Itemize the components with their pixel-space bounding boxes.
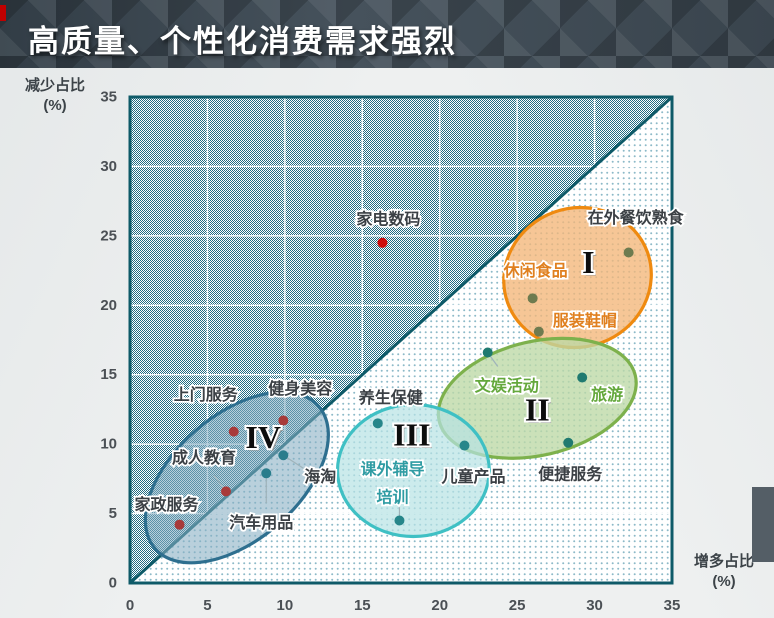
data-label: 旅游 (591, 385, 623, 404)
data-label: 健身美容 (268, 379, 332, 398)
red-accent-bar (0, 5, 6, 21)
region-numeral: IV (245, 419, 281, 455)
data-label: 家电数码 (356, 209, 420, 228)
plot-frame (128, 95, 674, 585)
data-points (174, 237, 634, 530)
y-tick-label: 0 (109, 575, 117, 592)
x-axis-title-unit: (%) (712, 573, 736, 590)
y-tick-label: 25 (100, 227, 117, 244)
x-tick-label: 5 (203, 597, 211, 614)
data-label: 在外餐饮熟食 (588, 208, 685, 227)
y-tick-label: 5 (109, 505, 117, 522)
region-numeral-shadow: IV (248, 422, 284, 458)
data-point (174, 519, 185, 530)
data-point (278, 450, 289, 461)
x-tick-label: 25 (509, 597, 526, 614)
region-numeral-shadow: II (527, 394, 552, 430)
y-tick-label: 30 (100, 158, 117, 175)
data-point (394, 515, 405, 526)
region-numeral: III (393, 416, 430, 452)
region-ellipses (143, 205, 653, 565)
data-point (377, 237, 388, 248)
data-label: 成人教育 (172, 448, 236, 467)
data-label: 家政服务 (135, 495, 200, 514)
data-point (459, 440, 470, 451)
data-label: 便捷服务 (538, 464, 603, 483)
data-point (221, 486, 232, 497)
decorative-side-bar (752, 487, 774, 562)
x-tick-label: 15 (354, 597, 371, 614)
y-tick-label: 10 (100, 436, 117, 453)
y-axis-title: 减少占比 (%) (14, 76, 96, 116)
region-numeral: II (525, 391, 550, 427)
data-label: 文娱活动 (475, 376, 539, 395)
y-axis-title-text: 减少占比 (24, 77, 85, 94)
data-point (278, 415, 289, 426)
region-numeral: I (582, 244, 594, 280)
y-tick-label: 15 (100, 366, 117, 383)
x-tick-label: 10 (277, 597, 294, 614)
data-point (372, 418, 383, 429)
data-label: 课外辅导培训 (360, 459, 424, 506)
region-ellipse (335, 402, 491, 539)
title-banner: 高质量、个性化消费需求强烈 (0, 0, 774, 68)
data-point (482, 347, 493, 358)
x-tick-label: 20 (431, 597, 448, 614)
data-point (577, 372, 588, 383)
data-label: 上门服务 (174, 385, 239, 404)
x-axis-title-text: 增多占比 (693, 553, 754, 570)
region-ellipse (143, 390, 330, 565)
data-label: 海淘 (304, 467, 336, 486)
page-title: 高质量、个性化消费需求强烈 (28, 24, 457, 59)
data-label: 儿童产品 (440, 467, 505, 486)
data-label: 休闲食品 (503, 261, 568, 280)
y-tick-label: 20 (100, 297, 117, 314)
data-point (228, 426, 239, 437)
data-label: 汽车用品 (229, 513, 293, 532)
y-axis-title-unit: (%) (43, 97, 67, 114)
data-point (563, 437, 574, 448)
data-point (261, 468, 272, 479)
data-point (623, 247, 634, 258)
x-tick-label: 30 (586, 597, 603, 614)
x-tick-label: 35 (664, 597, 681, 614)
data-label: 养生保健 (358, 388, 423, 407)
y-tick-label: 35 (100, 89, 117, 106)
region-numeral-shadow: III (396, 419, 433, 455)
data-point (527, 293, 538, 304)
data-point (533, 326, 544, 337)
axis-tick-labels: 0 5 10 15 20 25 30 35 0 5 10 15 20 25 30 35 (100, 89, 680, 615)
plot-frame-rect (128, 95, 674, 585)
x-axis-title: 增多占比 (%) (680, 552, 768, 592)
region-numeral-shadow: I (585, 247, 597, 283)
x-tick-label: 0 (126, 597, 134, 614)
data-label: 服装鞋帽 (553, 311, 617, 330)
